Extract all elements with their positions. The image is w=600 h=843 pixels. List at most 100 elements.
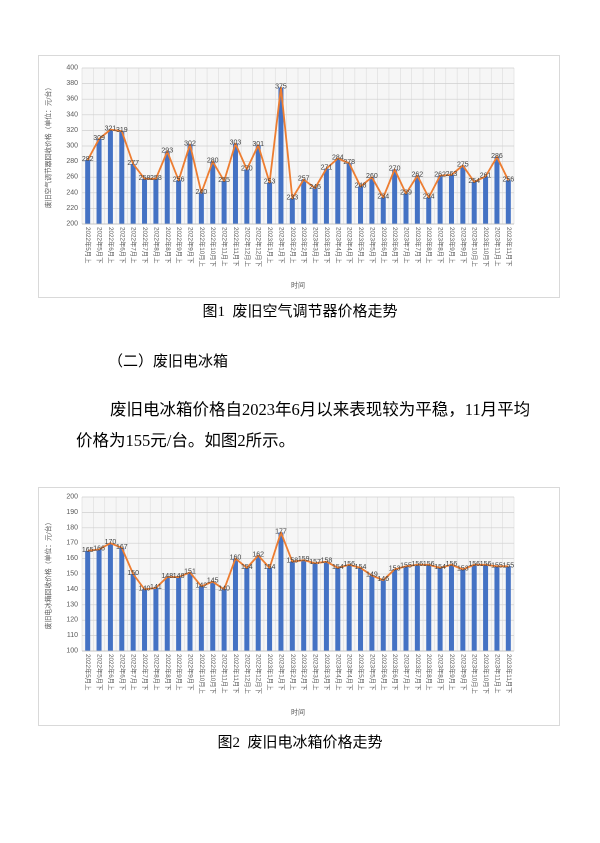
data-label: 280 xyxy=(207,158,219,165)
x-tick-label: 2023年7月下 xyxy=(414,654,423,690)
x-tick-label: 2023年9月上 xyxy=(448,227,457,263)
x-tick-label: 2023年6月上 xyxy=(380,227,389,263)
y-tick-label: 360 xyxy=(66,96,78,103)
bar xyxy=(323,561,329,651)
bar xyxy=(153,587,159,651)
bar xyxy=(210,161,216,224)
data-label: 257 xyxy=(298,176,310,183)
bar xyxy=(460,569,466,651)
data-label: 282 xyxy=(82,156,94,163)
bar xyxy=(232,143,238,224)
x-tick-label: 2023年1月上 xyxy=(266,227,275,263)
x-tick-label: 2022年12月上 xyxy=(243,654,252,694)
data-label: 258 xyxy=(150,175,162,182)
x-tick-label: 2023年5月下 xyxy=(368,227,377,263)
x-tick-label: 2023年10月上 xyxy=(471,654,480,694)
y-tick-label: 260 xyxy=(66,174,78,181)
bar xyxy=(358,567,364,651)
bar xyxy=(426,197,432,224)
data-label: 154 xyxy=(264,564,276,571)
x-tick-label: 2022年8月下 xyxy=(164,227,173,263)
x-tick-label: 2023年8月上 xyxy=(425,227,434,263)
bar xyxy=(494,156,500,224)
bar xyxy=(301,179,307,224)
x-tick-label: 2022年10月下 xyxy=(209,227,218,267)
x-tick-label: 2023年1月下 xyxy=(277,227,286,263)
x-tick-label: 2023年10月下 xyxy=(482,227,491,267)
bar xyxy=(392,169,398,224)
x-tick-label: 2022年7月下 xyxy=(141,654,150,690)
data-label: 149 xyxy=(366,572,378,579)
data-label: 155 xyxy=(502,562,514,569)
x-tick-label: 2023年8月下 xyxy=(437,227,446,263)
y-tick-label: 190 xyxy=(66,509,78,516)
data-label: 233 xyxy=(286,194,298,201)
paragraph-line: 价格为155元/台。如图2所示。 xyxy=(76,431,296,450)
y-tick-label: 340 xyxy=(66,111,78,118)
bar xyxy=(369,177,375,224)
bar xyxy=(85,550,91,651)
x-tick-label: 2022年11月上 xyxy=(221,227,230,266)
bar xyxy=(255,145,261,224)
bar xyxy=(471,181,477,224)
bar xyxy=(301,560,307,651)
figure-1-caption: 图1 废旧空气调节器价格走势 xyxy=(202,304,398,320)
bar xyxy=(471,564,477,651)
data-label: 284 xyxy=(332,154,344,161)
x-tick-label: 2023年5月上 xyxy=(357,227,366,263)
bar xyxy=(153,178,159,224)
bar xyxy=(119,131,125,224)
data-label: 156 xyxy=(423,561,435,568)
bar xyxy=(414,175,420,224)
bar xyxy=(96,549,102,651)
data-label: 156 xyxy=(343,561,355,568)
data-label: 278 xyxy=(343,159,355,166)
x-tick-label: 2023年4月下 xyxy=(346,227,355,263)
x-tick-label: 2023年6月下 xyxy=(391,654,400,690)
bar xyxy=(164,577,170,651)
x-tick-label: 2023年7月下 xyxy=(414,227,423,263)
bar xyxy=(164,151,170,224)
data-label: 153 xyxy=(389,565,401,572)
data-label: 150 xyxy=(127,570,139,577)
data-label: 141 xyxy=(150,584,162,591)
data-label: 162 xyxy=(252,552,264,559)
y-tick-label: 160 xyxy=(66,555,78,562)
data-label: 148 xyxy=(161,573,173,580)
data-label: 253 xyxy=(264,179,276,186)
data-label: 286 xyxy=(491,153,503,160)
y-tick-label: 320 xyxy=(66,127,78,134)
data-label: 255 xyxy=(218,177,230,184)
x-tick-label: 2022年5月下 xyxy=(96,227,105,263)
bar xyxy=(176,577,182,651)
bar xyxy=(437,175,443,224)
data-label: 246 xyxy=(309,184,321,191)
data-label: 234 xyxy=(423,193,435,200)
data-label: 277 xyxy=(127,160,139,167)
data-label: 240 xyxy=(196,189,208,196)
x-tick-label: 2022年10月上 xyxy=(198,654,207,694)
bar xyxy=(107,129,113,224)
data-label: 375 xyxy=(275,84,287,91)
y-tick-label: 170 xyxy=(66,540,78,547)
y-tick-label: 110 xyxy=(67,632,78,639)
x-tick-label: 2023年2月下 xyxy=(300,654,309,690)
data-label: 155 xyxy=(491,562,503,569)
x-tick-label: 2023年6月下 xyxy=(391,227,400,263)
data-label: 157 xyxy=(309,559,321,566)
x-tick-label: 2023年11月上 xyxy=(493,654,502,693)
data-label: 262 xyxy=(412,172,424,179)
bar xyxy=(142,178,148,224)
x-tick-label: 2022年6月下 xyxy=(118,227,127,263)
refrigerator-price-chart: 100 110 120 130 140 150 160 170 180 190 200 165 166 1… xyxy=(38,487,560,726)
x-tick-label: 2022年11月下 xyxy=(232,654,241,693)
x-tick-label: 2023年7月上 xyxy=(403,227,412,263)
bar xyxy=(176,180,182,224)
x-tick-label: 2023年9月下 xyxy=(459,227,468,263)
bar xyxy=(483,564,489,651)
bar xyxy=(130,163,136,224)
x-tick-label: 2023年10月下 xyxy=(482,654,491,694)
y-tick-label: 150 xyxy=(66,571,78,578)
